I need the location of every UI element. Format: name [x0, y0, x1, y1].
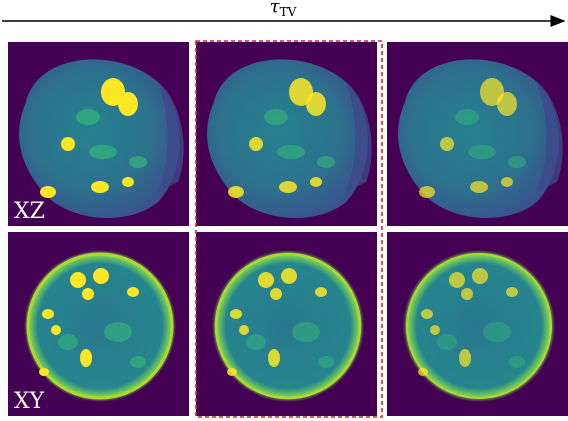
- bright-spot: [459, 349, 471, 367]
- panels: XZ XY: [8, 42, 568, 416]
- bright-spot: [461, 288, 473, 300]
- bright-spot: [472, 268, 488, 284]
- image-panel: [196, 42, 377, 226]
- bright-spot: [270, 288, 282, 300]
- bright-spot: [419, 186, 435, 198]
- bright-spot: [281, 268, 297, 284]
- image-panel: XZ: [8, 42, 189, 226]
- bright-spot: [501, 177, 513, 187]
- mid-spot: [76, 109, 100, 125]
- bright-spot: [470, 181, 488, 193]
- image-panel: [387, 42, 568, 226]
- bright-spot: [497, 92, 517, 116]
- bright-spot: [82, 288, 94, 300]
- bright-spot: [39, 368, 49, 376]
- mid-spot: [318, 356, 334, 368]
- bright-spot: [118, 92, 138, 116]
- image-panel: [387, 232, 568, 416]
- bright-spot: [51, 325, 61, 335]
- mid-spot: [509, 356, 525, 368]
- bright-spot: [418, 368, 428, 376]
- mid-spot: [483, 322, 511, 342]
- image-panel: XY: [8, 232, 189, 416]
- bright-spot: [315, 287, 327, 297]
- bright-spot: [268, 349, 280, 367]
- mid-spot: [508, 156, 526, 168]
- bright-spot: [239, 325, 249, 335]
- bright-spot: [70, 272, 86, 288]
- mid-spot: [130, 356, 146, 368]
- bright-spot: [249, 137, 263, 151]
- figure: τTV XZ XY: [0, 0, 568, 421]
- mid-spot: [89, 145, 117, 159]
- bright-spot: [279, 181, 297, 193]
- mid-spot: [455, 109, 479, 125]
- bright-spot: [40, 186, 56, 198]
- tau-label: τTV: [270, 0, 297, 19]
- bright-spot: [228, 186, 244, 198]
- bright-spot: [42, 309, 54, 319]
- mid-spot: [437, 334, 457, 350]
- bright-spot: [506, 287, 518, 297]
- bright-spot: [91, 181, 109, 193]
- mid-spot: [58, 334, 78, 350]
- tau-subscript: TV: [280, 5, 297, 19]
- bright-spot: [430, 325, 440, 335]
- mid-spot: [277, 145, 305, 159]
- bright-spot: [306, 92, 326, 116]
- bright-spot: [310, 177, 322, 187]
- row-label: XY: [14, 389, 45, 414]
- mid-spot: [317, 156, 335, 168]
- row-label: XZ: [14, 199, 45, 224]
- bright-spot: [230, 309, 242, 319]
- mid-spot: [104, 322, 132, 342]
- bright-spot: [227, 368, 237, 376]
- bright-spot: [61, 137, 75, 151]
- bright-spot: [127, 287, 139, 297]
- bright-spot: [122, 177, 134, 187]
- bright-spot: [80, 349, 92, 367]
- bright-spot: [258, 272, 274, 288]
- mid-spot: [246, 334, 266, 350]
- bright-spot: [421, 309, 433, 319]
- bright-spot: [440, 137, 454, 151]
- mid-spot: [264, 109, 288, 125]
- mid-spot: [292, 322, 320, 342]
- mid-spot: [129, 156, 147, 168]
- mid-spot: [468, 145, 496, 159]
- image-panel: [196, 232, 377, 416]
- bright-spot: [93, 268, 109, 284]
- bright-spot: [449, 272, 465, 288]
